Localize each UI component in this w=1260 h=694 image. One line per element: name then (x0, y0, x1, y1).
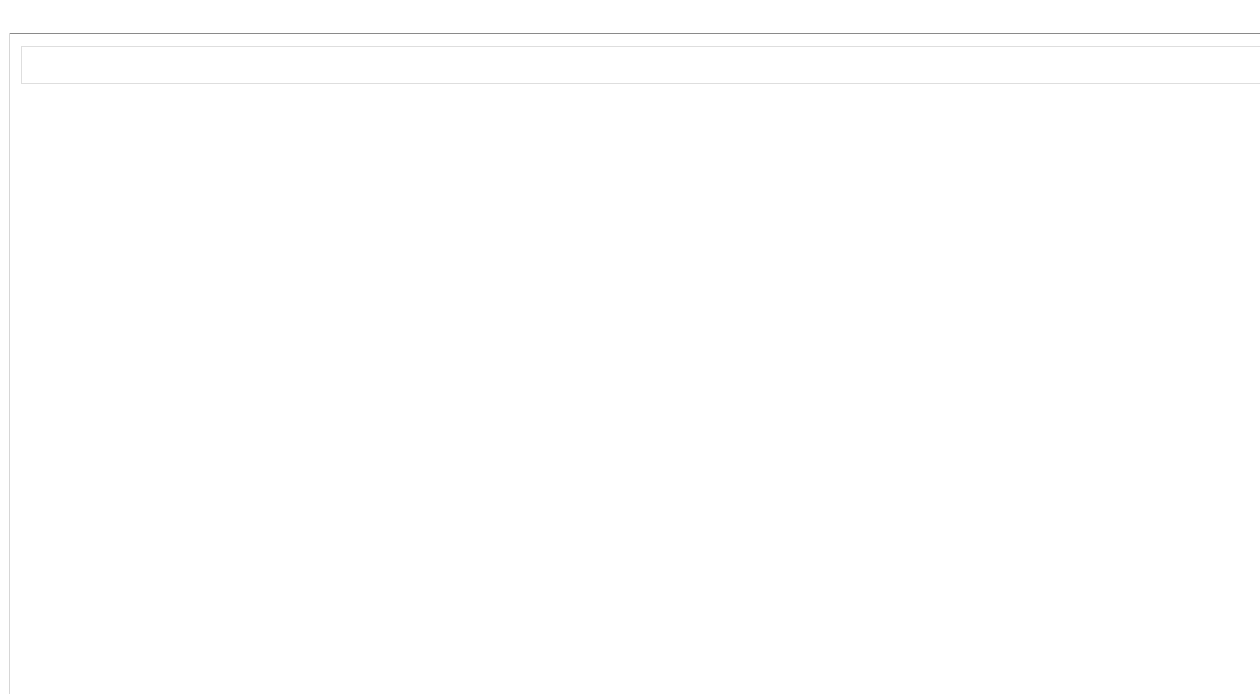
plot-outline-top (10, 33, 1260, 34)
plot-outline-left (9, 33, 10, 694)
legend (21, 46, 1260, 84)
